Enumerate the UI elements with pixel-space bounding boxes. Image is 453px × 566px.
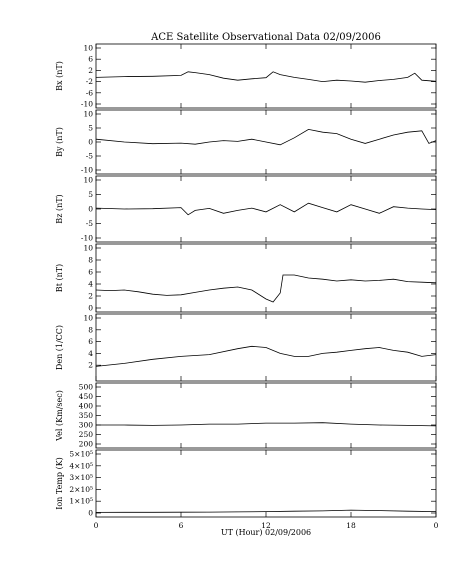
y-tick-label: -5 <box>86 152 94 161</box>
y-axis-label: By (nT) <box>55 127 64 157</box>
y-tick-label: 4 <box>88 280 93 289</box>
y-axis-label: Vel (Km/sec) <box>55 390 64 442</box>
y-tick-label: 10 <box>83 314 93 323</box>
panel-frame <box>95 382 437 449</box>
y-tick-label: 5 <box>88 124 93 133</box>
y-tick-label: 200 <box>79 440 94 449</box>
y-tick-label: 4×10⁵ <box>69 461 93 470</box>
y-tick-label: 10 <box>83 44 93 53</box>
y-tick-label: 6 <box>88 55 93 64</box>
x-tick-label: 0 <box>94 521 99 530</box>
y-tick-label: 0 <box>88 138 93 147</box>
y-tick-label: 2 <box>88 361 93 370</box>
y-tick-label: 500 <box>79 383 94 392</box>
panels: -10 -6 -2 2 6 10 Bx (nT) -10 -5 0 5 10 By (nT) -10 -5 0… <box>55 44 439 531</box>
y-tick-label: 300 <box>79 421 94 430</box>
y-tick-label: 2×10⁵ <box>69 485 93 494</box>
figure-title: ACE Satellite Observational Data 02/09/2… <box>150 32 381 43</box>
panel-4: 0 2 4 6 8 10 Bt (nT) <box>55 243 437 313</box>
y-axis-label: Ion Temp (K) <box>55 457 64 510</box>
y-tick-label: 350 <box>79 411 94 420</box>
y-tick-label: -10 <box>81 234 93 243</box>
y-tick-label: 8 <box>88 256 93 265</box>
y-tick-label: 400 <box>79 402 94 411</box>
y-tick-label: 2 <box>88 292 93 301</box>
x-tick-label: 12 <box>261 521 271 530</box>
y-tick-label: 6 <box>88 268 93 277</box>
panel-1: -10 -6 -2 2 6 10 Bx (nT) <box>55 44 437 109</box>
panel-2: -10 -5 0 5 10 By (nT) <box>55 110 437 175</box>
y-tick-label: -5 <box>86 219 94 228</box>
y-tick-label: -10 <box>81 100 93 109</box>
y-tick-label: 8 <box>88 325 93 334</box>
x-tick-label: 0 <box>434 521 439 530</box>
series-line <box>95 274 437 303</box>
series-line <box>95 509 437 513</box>
y-tick-label: 0 <box>88 304 93 313</box>
y-tick-label: 5 <box>88 190 93 199</box>
series-line <box>95 345 437 367</box>
panel-frame <box>95 243 437 313</box>
y-tick-label: 250 <box>79 430 94 439</box>
series-line <box>95 202 437 216</box>
y-tick-label: -10 <box>81 166 93 175</box>
y-axis-label: Bz (nT) <box>55 194 64 223</box>
y-tick-label: 4 <box>88 349 93 358</box>
y-tick-label: -6 <box>86 88 94 97</box>
y-tick-label: 1×10⁵ <box>69 497 93 506</box>
y-tick-label: 10 <box>83 244 93 253</box>
panel-7: 0 1×10⁵ 2×10⁵ 3×10⁵ 4×10⁵ 5×10⁵ Ion Temp (K) <box>55 449 437 518</box>
y-axis-label: Bx (nT) <box>55 61 64 91</box>
y-tick-label: 450 <box>79 392 94 401</box>
y-tick-label: 0 <box>88 205 93 214</box>
x-axis-label: UT (Hour) 02/09/2006 <box>221 528 311 537</box>
y-tick-label: -2 <box>86 77 94 86</box>
panel-frame <box>95 449 437 518</box>
series-line <box>96 422 437 427</box>
y-tick-label: 0 <box>88 509 93 518</box>
y-tick-label: 6 <box>88 337 93 346</box>
panel-5: 2 4 6 8 10 Den (1/CC) <box>55 314 437 382</box>
y-axis-label: Den (1/CC) <box>55 325 64 370</box>
y-tick-label: 10 <box>83 110 93 119</box>
y-tick-label: 3×10⁵ <box>69 473 93 482</box>
series-line <box>95 71 437 83</box>
series-line <box>95 128 437 146</box>
x-tick-label: 6 <box>179 521 184 530</box>
y-tick-label: 2 <box>88 66 93 75</box>
x-tick-label: 18 <box>346 521 356 530</box>
y-tick-label: 5×10⁵ <box>69 450 93 459</box>
y-tick-label: 10 <box>83 176 93 185</box>
y-axis-label: Bt (nT) <box>55 264 64 292</box>
panel-3: -10 -5 0 5 10 Bz (nT) <box>55 176 437 243</box>
